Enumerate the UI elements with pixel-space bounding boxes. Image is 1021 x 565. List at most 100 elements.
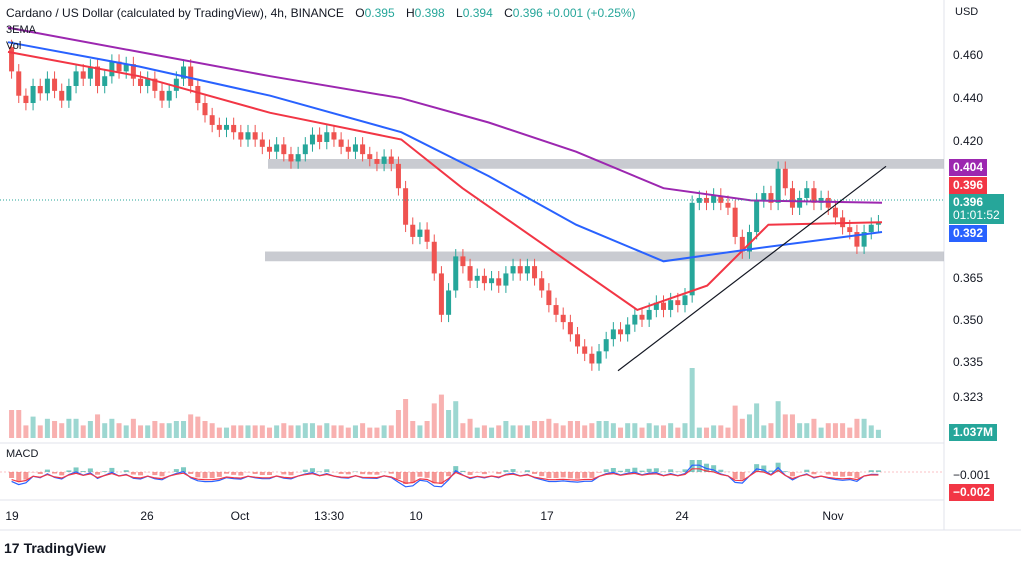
- macd-histogram-bar: [496, 472, 502, 474]
- candle-body: [374, 159, 380, 164]
- x-tick-label: 17: [540, 509, 554, 523]
- macd-histogram-bar: [575, 472, 581, 479]
- volume-bar: [532, 421, 538, 438]
- volume-bar: [123, 425, 129, 438]
- macd-histogram-bar: [825, 472, 831, 475]
- symbol-title: Cardano / US Dollar (calculated by Tradi…: [6, 6, 344, 20]
- volume-bar: [410, 421, 416, 438]
- close-value: 0.396: [512, 6, 543, 20]
- x-tick-label: 24: [675, 509, 689, 523]
- tradingview-logo-icon: 17: [4, 540, 20, 556]
- macd-histogram-bar: [446, 472, 452, 477]
- volume-bar: [782, 414, 788, 438]
- volume-bar: [395, 410, 401, 438]
- candle-body: [188, 66, 194, 86]
- candle-body: [603, 339, 609, 352]
- macd-histogram-bar: [804, 469, 810, 472]
- candle-body: [718, 195, 724, 203]
- tradingview-footer[interactable]: 17 TradingView: [4, 540, 106, 556]
- candle-body: [231, 124, 237, 133]
- macd-histogram-bar: [130, 472, 136, 475]
- candle-body: [467, 266, 473, 281]
- macd-histogram-bar: [80, 471, 86, 472]
- candle-body: [9, 47, 15, 72]
- candle-body: [116, 61, 122, 72]
- volume-bar: [374, 427, 380, 438]
- volume-bar: [711, 425, 717, 438]
- macd-histogram-bar: [467, 472, 473, 475]
- y-tick-label: 0.365: [953, 271, 983, 285]
- candle-body: [95, 66, 101, 86]
- macd-histogram-bar: [832, 472, 838, 476]
- volume-bar: [259, 425, 265, 438]
- macd-histogram-bar: [546, 472, 552, 479]
- candle-body: [496, 278, 502, 286]
- macd-histogram-bar: [646, 468, 652, 472]
- macd-histogram-bar: [854, 472, 860, 479]
- macd-histogram-bar: [682, 469, 688, 472]
- candle-body: [754, 200, 760, 233]
- macd-histogram-bar: [195, 472, 201, 478]
- volume-bar: [746, 414, 752, 438]
- high-value: 0.398: [414, 6, 445, 20]
- volume-bar: [345, 427, 351, 438]
- macd-histogram-bar: [567, 472, 573, 479]
- volume-bar: [195, 416, 201, 438]
- volume-bar: [80, 425, 86, 438]
- candle-body: [281, 144, 287, 155]
- candle-body: [166, 90, 172, 101]
- candle-body: [130, 64, 136, 79]
- candle-body: [675, 300, 681, 306]
- volume-bar: [582, 425, 588, 438]
- volume-bar: [288, 425, 294, 438]
- candle-body: [567, 322, 573, 335]
- macd-histogram-bar: [754, 464, 760, 472]
- macd-histogram-bar: [152, 472, 158, 476]
- candle-body: [618, 329, 624, 335]
- volume-bar: [481, 425, 487, 438]
- candle-body: [274, 144, 280, 152]
- trendline: [617, 165, 887, 372]
- macd-histogram-bar: [653, 468, 659, 472]
- ema-red-badge: 0.396: [949, 177, 988, 194]
- macd-indicator-label: MACD: [6, 448, 39, 460]
- volume-bar: [639, 427, 645, 438]
- candle-body: [832, 207, 838, 218]
- candle-body: [44, 78, 50, 94]
- macd-histogram-bar: [109, 467, 115, 472]
- volume-bar: [660, 425, 667, 438]
- volume-bar: [854, 418, 860, 438]
- volume-badge: 1.037M: [949, 424, 998, 441]
- volume-bar: [797, 423, 803, 438]
- macd-histogram-bar: [553, 472, 559, 479]
- macd-histogram-bar: [596, 472, 602, 473]
- volume-bar: [546, 418, 552, 438]
- volume-bar: [768, 423, 774, 438]
- candle-body: [338, 139, 344, 147]
- candle-body: [266, 146, 272, 152]
- macd-histogram-bar: [589, 472, 595, 478]
- macd-histogram-bar: [395, 472, 401, 480]
- candle-body: [446, 290, 452, 315]
- candle-body: [367, 154, 373, 160]
- macd-histogram-bar: [87, 468, 93, 472]
- macd-histogram-bar: [424, 472, 430, 478]
- macd-histogram-bar: [560, 472, 566, 478]
- candle-body: [302, 144, 308, 155]
- candle-body: [352, 144, 358, 152]
- volume-bar: [689, 368, 695, 438]
- candle-body: [252, 132, 258, 140]
- candle-body: [138, 78, 144, 86]
- candle-body: [510, 266, 516, 274]
- volume-bar: [725, 427, 731, 438]
- volume-bar: [102, 423, 108, 438]
- candle-body: [453, 256, 459, 291]
- chart-header: Cardano / US Dollar (calculated by Tradi…: [6, 6, 636, 20]
- candle-body: [711, 195, 717, 203]
- x-tick-label: 19: [5, 509, 19, 523]
- candle-body: [295, 154, 301, 162]
- macd-histogram-bar: [123, 470, 129, 472]
- volume-bars: [9, 368, 881, 438]
- candle-body: [739, 236, 745, 252]
- x-tick-label: 13:30: [314, 509, 344, 523]
